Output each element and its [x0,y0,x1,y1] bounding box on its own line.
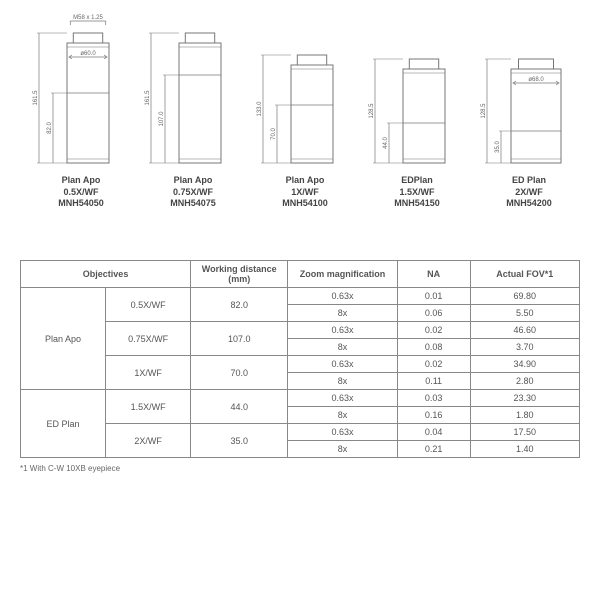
svg-text:133.0: 133.0 [257,101,263,117]
lens-item: 161.5 107.0 Plan Apo0.75X/WFMNH54075 [137,23,249,210]
table-header: Zoom magnification [288,261,397,288]
svg-text:44.0: 44.0 [383,136,389,148]
table-header: Working distance (mm) [191,261,288,288]
svg-text:161.5: 161.5 [145,90,151,106]
svg-text:128.5: 128.5 [481,103,487,119]
svg-text:ø68.0: ø68.0 [528,77,544,83]
table-row: ED Plan1.5X/WF44.00.63x0.0323.30 [21,390,580,407]
lens-item: 128.5 44.0 EDPlan1.5X/WFMNH54150 [361,23,473,210]
svg-text:161.5: 161.5 [33,90,39,106]
table-row: Plan Apo0.5X/WF82.00.63x0.0169.80 [21,288,580,305]
table-header: Actual FOV*1 [470,261,579,288]
spec-table: ObjectivesWorking distance (mm)Zoom magn… [20,260,580,458]
svg-text:35.0: 35.0 [495,140,501,152]
lens-item: ø68.0 128.5 35.0 ED Plan2X/WFMNH54200 [473,23,585,210]
lens-label: EDPlan1.5X/WFMNH54150 [394,175,440,210]
table-header: Objectives [21,261,191,288]
table-header: NA [397,261,470,288]
lens-diagram-row: M58 x 1.25ø60.0161.582.0Plan Apo0.5X/WFM… [20,30,580,210]
lens-item: 133.0 70.0 Plan Apo1X/WFMNH54100 [249,23,361,210]
table-footnote: *1 With C-W 10XB eyepiece [20,464,580,473]
lens-label: Plan Apo1X/WFMNH54100 [282,175,328,210]
svg-text:M58 x 1.25: M58 x 1.25 [73,15,103,21]
svg-text:107.0: 107.0 [159,111,165,127]
svg-text:70.0: 70.0 [271,127,277,139]
svg-text:ø60.0: ø60.0 [80,51,96,57]
lens-item: M58 x 1.25ø60.0161.582.0Plan Apo0.5X/WFM… [25,23,137,210]
lens-label: ED Plan2X/WFMNH54200 [506,175,552,210]
lens-label: Plan Apo0.5X/WFMNH54050 [58,175,104,210]
lens-label: Plan Apo0.75X/WFMNH54075 [170,175,216,210]
svg-text:128.5: 128.5 [369,103,375,119]
svg-text:82.0: 82.0 [47,121,53,133]
